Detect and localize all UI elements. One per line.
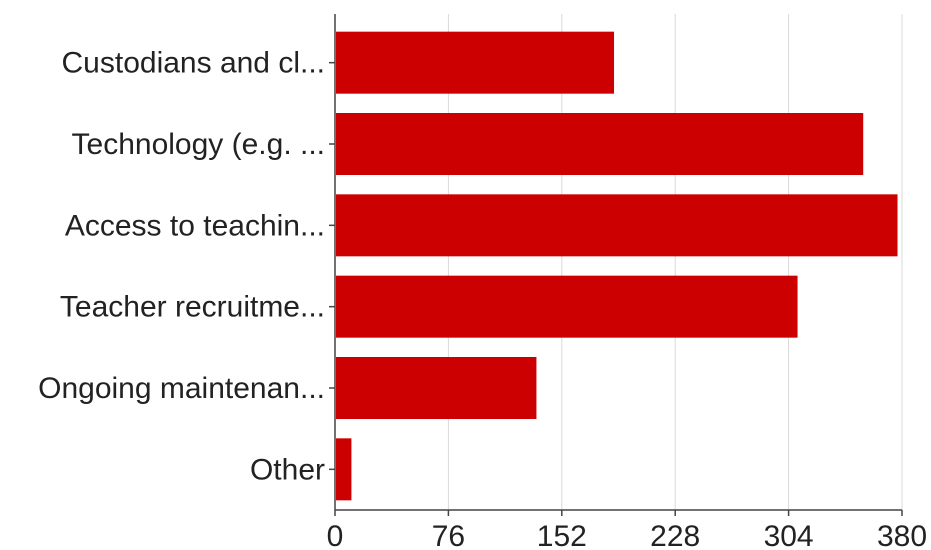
bar — [336, 357, 537, 419]
bars-layer — [336, 31, 898, 501]
x-tick-label: 76 — [432, 520, 465, 550]
bar — [336, 194, 898, 257]
category-label: Technology (e.g. ... — [72, 128, 325, 161]
category-label: Teacher recruitme... — [60, 291, 325, 324]
x-tick-label: 0 — [327, 520, 344, 550]
labels-layer: 0 76 152 228 304 380 Custodians and cl... Techn… — [38, 47, 927, 550]
bar — [336, 275, 798, 338]
bar — [336, 438, 352, 501]
bar — [336, 113, 864, 175]
x-tick-label: 380 — [877, 520, 927, 550]
x-tick-label: 228 — [650, 520, 700, 550]
x-tick-label: 304 — [764, 520, 814, 550]
category-label: Other — [250, 453, 325, 486]
category-label: Ongoing maintenan... — [38, 372, 325, 405]
category-label: Custodians and cl... — [62, 47, 325, 80]
x-tick-label: 152 — [537, 520, 587, 550]
axis-layer — [329, 14, 903, 516]
bar — [336, 31, 615, 94]
category-label: Access to teachin... — [65, 209, 325, 242]
grid-layer — [447, 14, 903, 510]
